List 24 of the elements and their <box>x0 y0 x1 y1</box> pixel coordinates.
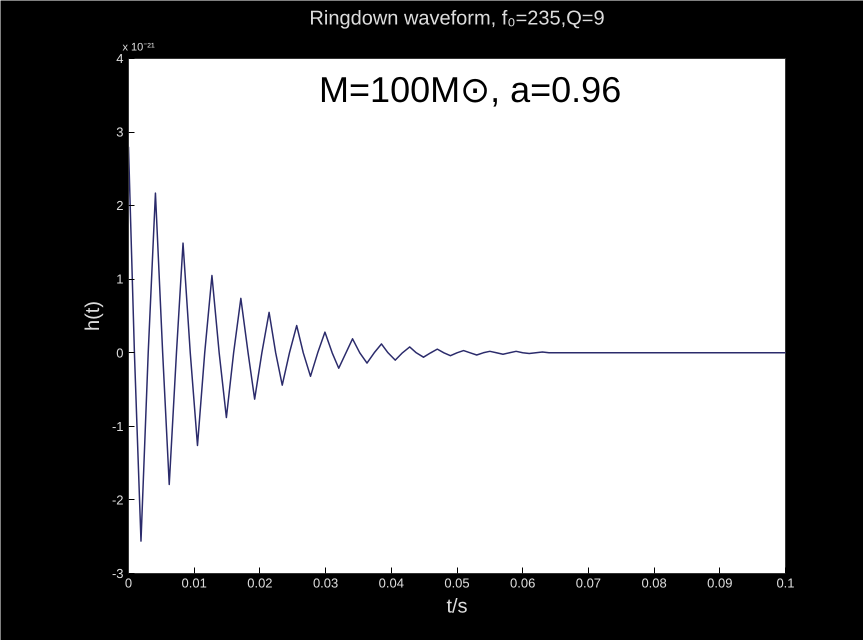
y-tick-label: 4 <box>116 51 124 66</box>
x-tick-label: 0.07 <box>576 576 602 590</box>
y-tick-label: -1 <box>112 418 124 434</box>
y-tick-label: 1 <box>116 272 124 287</box>
y-tick-label: 3 <box>116 124 124 140</box>
x-tick-label: 0.01 <box>182 576 207 590</box>
x-tick-label: 0.03 <box>312 576 338 590</box>
y-axis-title: h(t) <box>82 301 104 331</box>
x-tick-label: 0.02 <box>247 576 273 590</box>
line-series <box>128 146 786 542</box>
y-tick-label: 0 <box>116 345 124 360</box>
annotation: M=100M⊙, a=0.96 <box>319 69 622 110</box>
x-tick-label: 0.1 <box>776 576 795 590</box>
x-tick-label: 0.08 <box>641 576 667 590</box>
x-axis-title: t/s <box>446 596 468 618</box>
x-tick-label: 0.05 <box>444 576 470 590</box>
x-tick-label: 0.06 <box>510 576 536 590</box>
x-tick-label: 0.04 <box>378 576 404 590</box>
y-tick-label: -2 <box>112 492 124 508</box>
y-tick-label: -3 <box>112 566 124 581</box>
text: x 10⁻²¹ <box>122 42 155 54</box>
chart-title: Ringdown waveform, f₀=235,Q=9 <box>309 8 605 30</box>
y-tick-label: 2 <box>116 198 124 214</box>
x-tick-label: 0.09 <box>707 576 732 590</box>
